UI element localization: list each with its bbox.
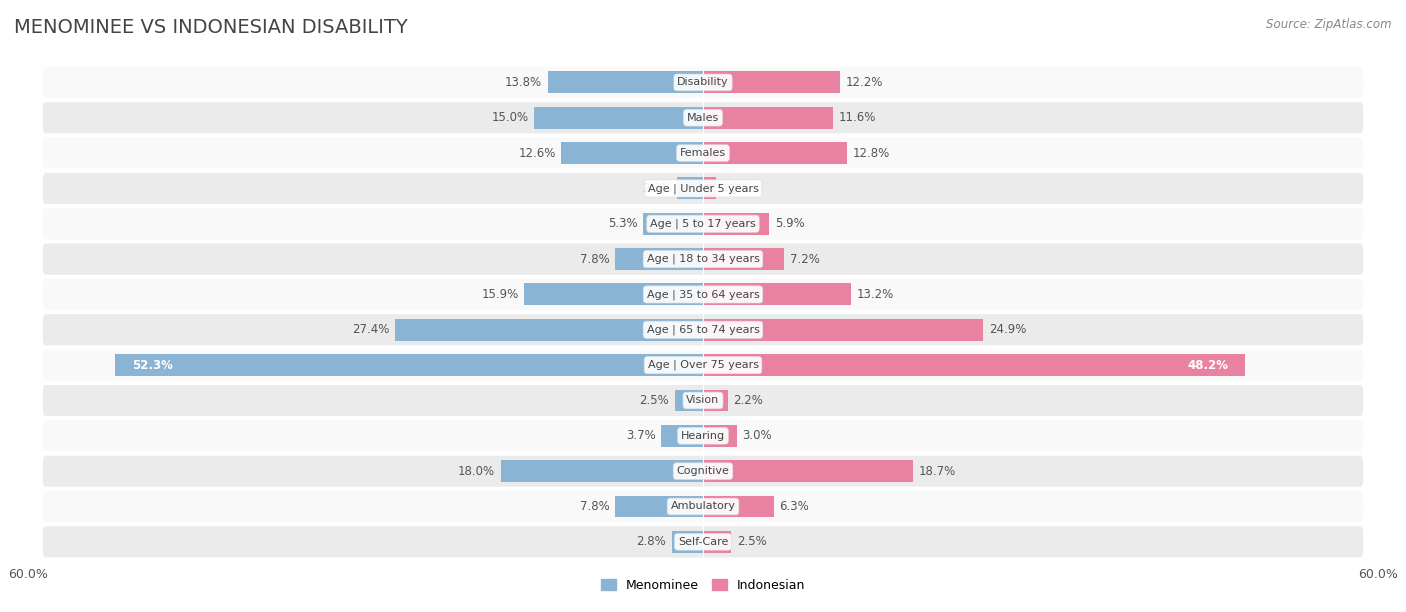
Bar [703, 460, 914, 482]
Text: Vision: Vision [686, 395, 720, 406]
FancyBboxPatch shape [42, 136, 1364, 170]
Bar [703, 72, 841, 94]
FancyBboxPatch shape [42, 242, 1364, 276]
Bar [644, 213, 703, 235]
Text: 2.5%: 2.5% [640, 394, 669, 407]
Text: 15.9%: 15.9% [481, 288, 519, 301]
Bar [616, 248, 703, 270]
Text: 15.0%: 15.0% [492, 111, 529, 124]
Text: 18.7%: 18.7% [920, 465, 956, 477]
Bar [703, 496, 773, 518]
Bar [675, 389, 703, 411]
Text: 5.3%: 5.3% [609, 217, 638, 230]
Bar [395, 319, 703, 341]
Text: 7.8%: 7.8% [579, 253, 610, 266]
Bar [661, 425, 703, 447]
FancyBboxPatch shape [42, 313, 1364, 346]
Text: MENOMINEE VS INDONESIAN DISABILITY: MENOMINEE VS INDONESIAN DISABILITY [14, 18, 408, 37]
Bar [703, 177, 717, 200]
FancyBboxPatch shape [42, 172, 1364, 205]
FancyBboxPatch shape [42, 525, 1364, 558]
Text: 7.2%: 7.2% [790, 253, 820, 266]
Text: Ambulatory: Ambulatory [671, 501, 735, 512]
Text: 48.2%: 48.2% [1187, 359, 1229, 371]
Text: 2.2%: 2.2% [734, 394, 763, 407]
Text: Age | 18 to 34 years: Age | 18 to 34 years [647, 254, 759, 264]
Text: 24.9%: 24.9% [988, 323, 1026, 336]
Text: 52.3%: 52.3% [132, 359, 173, 371]
Bar [534, 106, 703, 129]
Text: Age | 5 to 17 years: Age | 5 to 17 years [650, 218, 756, 229]
Bar [548, 72, 703, 94]
Bar [703, 213, 769, 235]
Bar [703, 248, 785, 270]
FancyBboxPatch shape [42, 101, 1364, 135]
Bar [561, 142, 703, 164]
Text: 6.3%: 6.3% [779, 500, 810, 513]
FancyBboxPatch shape [42, 66, 1364, 99]
Legend: Menominee, Indonesian: Menominee, Indonesian [596, 574, 810, 597]
Text: Males: Males [688, 113, 718, 123]
Text: Cognitive: Cognitive [676, 466, 730, 476]
FancyBboxPatch shape [42, 490, 1364, 523]
Bar [678, 177, 703, 200]
Text: Hearing: Hearing [681, 431, 725, 441]
Bar [703, 354, 1246, 376]
Text: 12.2%: 12.2% [846, 76, 883, 89]
Text: 2.5%: 2.5% [737, 536, 766, 548]
Text: Age | Under 5 years: Age | Under 5 years [648, 183, 758, 193]
Bar [672, 531, 703, 553]
Bar [703, 389, 728, 411]
Text: 5.9%: 5.9% [775, 217, 804, 230]
Text: 3.0%: 3.0% [742, 429, 772, 442]
Bar [703, 106, 834, 129]
FancyBboxPatch shape [42, 278, 1364, 311]
FancyBboxPatch shape [42, 419, 1364, 452]
Bar [501, 460, 703, 482]
FancyBboxPatch shape [42, 384, 1364, 417]
Bar [703, 531, 731, 553]
Text: 12.8%: 12.8% [852, 147, 890, 160]
Text: 18.0%: 18.0% [458, 465, 495, 477]
Text: Females: Females [681, 148, 725, 158]
Bar [703, 319, 983, 341]
Text: Disability: Disability [678, 77, 728, 88]
FancyBboxPatch shape [42, 348, 1364, 382]
Text: 3.7%: 3.7% [626, 429, 655, 442]
Bar [616, 496, 703, 518]
Text: Self-Care: Self-Care [678, 537, 728, 547]
Text: Source: ZipAtlas.com: Source: ZipAtlas.com [1267, 18, 1392, 31]
Text: 7.8%: 7.8% [579, 500, 610, 513]
Text: 13.8%: 13.8% [505, 76, 543, 89]
Text: Age | 65 to 74 years: Age | 65 to 74 years [647, 324, 759, 335]
Text: 12.6%: 12.6% [519, 147, 555, 160]
Bar [115, 354, 703, 376]
Text: 27.4%: 27.4% [352, 323, 389, 336]
Text: 1.2%: 1.2% [723, 182, 752, 195]
Bar [703, 425, 737, 447]
Text: 2.8%: 2.8% [636, 536, 666, 548]
Bar [703, 142, 846, 164]
FancyBboxPatch shape [42, 207, 1364, 241]
Text: 13.2%: 13.2% [858, 288, 894, 301]
FancyBboxPatch shape [42, 455, 1364, 488]
Text: 11.6%: 11.6% [839, 111, 876, 124]
Bar [703, 283, 852, 305]
Text: Age | Over 75 years: Age | Over 75 years [648, 360, 758, 370]
Bar [524, 283, 703, 305]
Text: Age | 35 to 64 years: Age | 35 to 64 years [647, 289, 759, 300]
Text: 2.3%: 2.3% [641, 182, 672, 195]
